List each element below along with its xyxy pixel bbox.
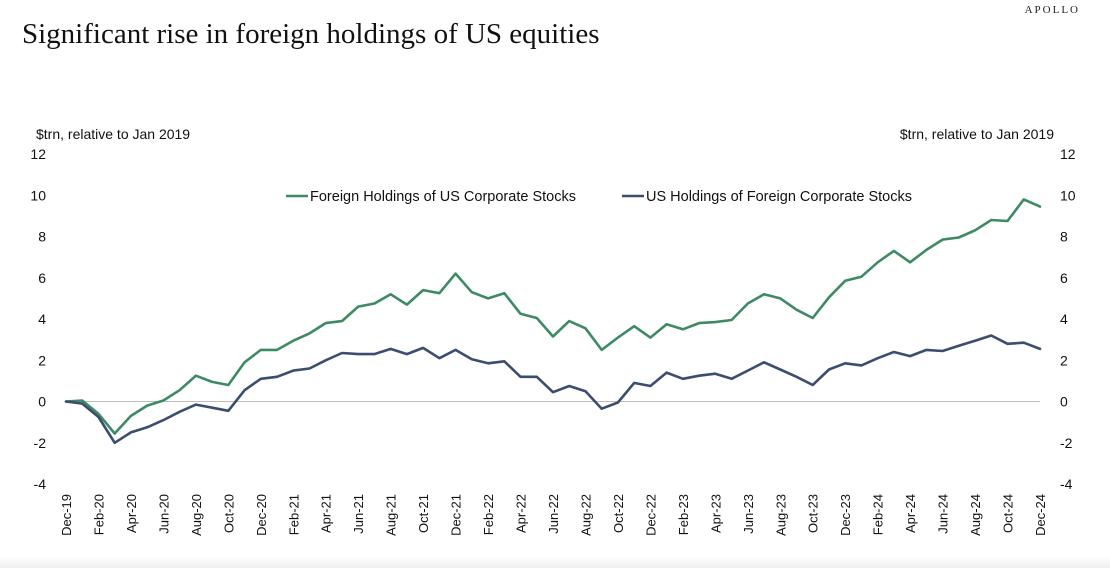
series-line-2 (64, 334, 1042, 445)
x-tick-label: Feb-23 (676, 494, 691, 535)
series-line-1 (64, 198, 1042, 435)
x-tick-label: Dec-21 (449, 494, 464, 536)
x-tick-label: Aug-24 (968, 494, 983, 536)
x-tick-label: Dec-20 (254, 494, 269, 536)
x-tick-label: Apr-22 (514, 494, 529, 533)
x-tick-label: Aug-23 (773, 494, 788, 536)
y-tick-label-right: -2 (1060, 435, 1073, 451)
x-tick-label: Feb-21 (286, 494, 301, 535)
x-tick-label: Dec-19 (59, 494, 74, 536)
y-tick-label-left: 12 (30, 146, 46, 162)
chart-title: Significant rise in foreign holdings of … (22, 18, 600, 50)
x-tick-label: Feb-24 (871, 494, 886, 535)
x-tick-label: Aug-21 (384, 494, 399, 536)
x-tick-label: Aug-20 (189, 494, 204, 536)
x-tick-label: Jun-21 (351, 494, 366, 534)
y-tick-label-right: 0 (1060, 394, 1068, 410)
y-axis-label-left: $trn, relative to Jan 2019 (36, 126, 191, 142)
x-tick-label: Jun-20 (156, 494, 171, 534)
y-tick-label-right: 12 (1060, 146, 1076, 162)
x-tick-label: Oct-22 (611, 494, 626, 533)
x-tick-label: Dec-24 (1033, 494, 1048, 536)
brand-logo: APOLLO (1024, 4, 1080, 16)
x-tick-label: Apr-21 (319, 494, 334, 533)
x-tick-label: Oct-20 (221, 494, 236, 533)
y-tick-label-right: 2 (1060, 352, 1068, 368)
y-tick-label-right: -4 (1060, 476, 1073, 492)
y-tick-label-left: 4 (38, 311, 46, 327)
x-tick-label: Oct-21 (416, 494, 431, 533)
x-tick-label: Oct-23 (806, 494, 821, 533)
y-tick-label-left: 0 (38, 394, 46, 410)
x-tick-label: Jun-23 (741, 494, 756, 534)
x-tick-label: Jun-22 (546, 494, 561, 534)
x-tick-label: Feb-22 (481, 494, 496, 535)
y-tick-label-right: 10 (1060, 187, 1076, 203)
y-tick-label-left: 6 (38, 270, 46, 286)
x-tick-label: Dec-22 (643, 494, 658, 536)
y-tick-label-left: 2 (38, 352, 46, 368)
x-tick-label: Apr-23 (708, 494, 723, 533)
x-tick-label: Feb-20 (91, 494, 106, 535)
x-tick-label: Apr-20 (124, 494, 139, 533)
y-tick-label-left: -2 (34, 435, 47, 451)
x-tick-label: Dec-23 (838, 494, 853, 536)
x-tick-label: Jun-24 (936, 494, 951, 534)
y-tick-label-right: 6 (1060, 270, 1068, 286)
legend-label-2: US Holdings of Foreign Corporate Stocks (646, 189, 912, 205)
y-tick-label-right: 8 (1060, 229, 1068, 245)
y-tick-label-left: -4 (34, 476, 47, 492)
y-axis-label-right: $trn, relative to Jan 2019 (899, 126, 1054, 142)
legend-label-1: Foreign Holdings of US Corporate Stocks (310, 189, 576, 205)
x-tick-label: Apr-24 (903, 494, 918, 533)
y-tick-label-right: 4 (1060, 311, 1068, 327)
x-tick-label: Aug-22 (578, 494, 593, 536)
x-tick-label: Oct-24 (1001, 494, 1016, 533)
y-tick-label-left: 8 (38, 229, 46, 245)
y-tick-label-left: 10 (30, 187, 46, 203)
bottom-edge (0, 556, 1110, 568)
